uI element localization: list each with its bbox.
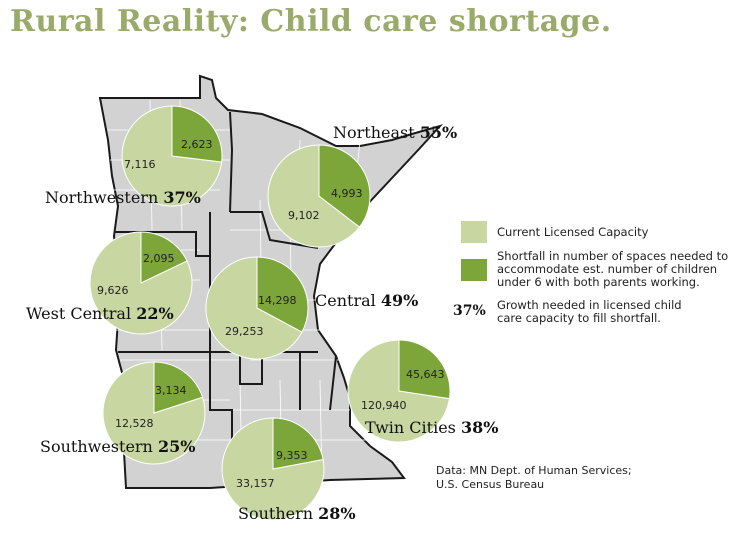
region-label-twin-cities: Twin Cities 38% — [365, 418, 498, 437]
pie-southern: 33,157 9,353 — [221, 417, 325, 521]
legend-swatch-capacity — [461, 221, 487, 243]
pie-southern-capacity-label: 33,157 — [236, 477, 275, 490]
pie-twin-cities-shortfall-label: 45,643 — [406, 368, 445, 381]
legend-swatch-shortfall — [461, 259, 487, 281]
pie-west-central-shortfall-label: 2,095 — [143, 252, 175, 265]
pie-northwestern: 7,116 2,623 — [121, 105, 223, 207]
pie-northeast-shortfall-label: 4,993 — [331, 187, 363, 200]
pie-northeast-capacity — [267, 144, 361, 248]
pie-central-capacity — [205, 256, 303, 360]
pie-west-central-shortfall — [140, 231, 188, 284]
pie-twin-cities-capacity-label: 120,940 — [361, 399, 407, 412]
region-label-central: Central 49% — [315, 291, 418, 310]
pie-central: 29,253 14,298 — [205, 256, 309, 360]
pie-northeast: 9,102 4,993 — [267, 144, 371, 248]
region-label-northwestern: Northwestern 37% — [45, 188, 201, 207]
pie-central-shortfall-label: 14,298 — [258, 294, 297, 307]
region-label-southern: Southern 28% — [238, 504, 356, 523]
pie-southern-shortfall-label: 9,353 — [276, 449, 308, 462]
pie-central-capacity-label: 29,253 — [225, 325, 264, 338]
pie-west-central: 9,626 2,095 — [89, 231, 193, 335]
region-label-northeast: Northeast 55% — [333, 123, 457, 142]
pie-central-shortfall — [256, 256, 309, 333]
pie-northwestern-shortfall-label: 2,623 — [181, 138, 213, 151]
legend-label-capacity: Current Licensed Capacity — [497, 225, 649, 239]
pie-southwestern-shortfall-label: 3,134 — [155, 384, 187, 397]
region-label-southwestern: Southwestern 25% — [40, 437, 195, 456]
pie-northwestern-capacity-label: 7,116 — [124, 158, 156, 171]
pie-west-central-capacity — [89, 231, 193, 335]
pie-northwestern-shortfall — [171, 105, 223, 163]
pie-west-central-capacity-label: 9,626 — [97, 284, 129, 297]
pie-southern-shortfall — [272, 417, 324, 470]
legend-label-growth: Growth needed in licensed child care cap… — [497, 298, 682, 325]
pie-southwestern-shortfall — [153, 361, 204, 414]
legend-label-shortfall: Shortfall in number of spaces needed to … — [497, 249, 729, 289]
source-note: Data: MN Dept. of Human Services; U.S. C… — [436, 464, 632, 491]
pie-southwestern: 12,528 3,134 — [102, 361, 206, 465]
region-label-west-central: West Central 22% — [26, 304, 174, 323]
page-title: Rural Reality: Child care shortage. — [10, 4, 612, 39]
pie-southwestern-capacity-label: 12,528 — [115, 417, 154, 430]
pie-twin-cities: 120,940 45,643 — [347, 339, 451, 443]
pie-northeast-shortfall — [318, 144, 371, 228]
pie-twin-cities-shortfall — [398, 339, 451, 400]
pie-northeast-capacity-label: 9,102 — [288, 209, 320, 222]
legend-growth-pct: 37% — [453, 303, 486, 319]
